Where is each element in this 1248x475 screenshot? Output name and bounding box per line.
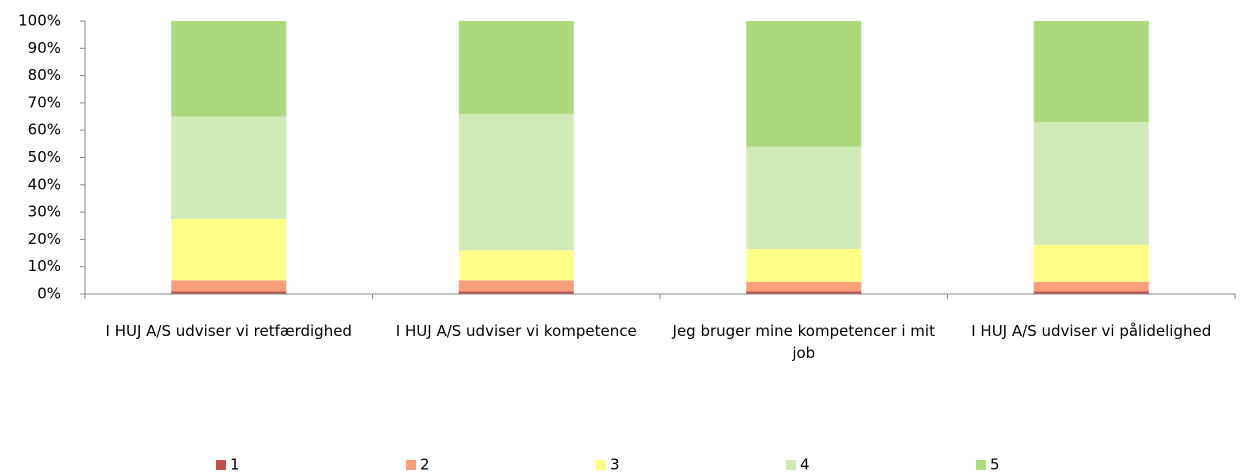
legend-label: 4 (800, 456, 810, 474)
bar-segment (171, 116, 287, 219)
legend-swatch (786, 460, 796, 470)
x-tick-label: Jeg bruger mine kompetencer i mit job (672, 322, 935, 362)
bar-segment (458, 21, 574, 114)
y-tick-label: 100% (18, 12, 61, 30)
bar-segment (1033, 291, 1149, 294)
y-tick-label: 30% (28, 203, 61, 221)
bar-segment (171, 21, 287, 117)
bar-segment (1033, 122, 1149, 245)
y-tick-label: 10% (28, 257, 61, 275)
bar-segment (458, 250, 574, 281)
y-tick-label: 40% (28, 175, 61, 193)
bar-segment (458, 291, 574, 294)
y-tick-label: 90% (28, 39, 61, 57)
legend-label: 2 (420, 456, 430, 474)
bar-segment (171, 280, 287, 292)
bar-segment (171, 291, 287, 294)
legend-label: 3 (610, 456, 620, 474)
legend-swatch (216, 460, 226, 470)
bar-segment (171, 218, 287, 281)
y-tick-label: 70% (28, 93, 61, 111)
bar-segment (746, 146, 862, 249)
legend-swatch (406, 460, 416, 470)
y-tick-label: 0% (37, 285, 61, 303)
bar-segment (458, 280, 574, 292)
x-tick-label: I HUJ A/S udviser vi retfærdighed (105, 322, 352, 340)
legend-label: 5 (990, 456, 1000, 474)
bar-segment (746, 281, 862, 292)
legend-swatch (596, 460, 606, 470)
bar-segment (1033, 21, 1149, 123)
bar-segment (746, 21, 862, 147)
y-tick-label: 20% (28, 230, 61, 248)
bar-segment (1033, 244, 1149, 282)
bar-segment (1033, 281, 1149, 292)
bar-segment (746, 291, 862, 294)
bar-segment (746, 248, 862, 282)
y-tick-label: 60% (28, 121, 61, 139)
legend-swatch (976, 460, 986, 470)
y-tick-label: 50% (28, 148, 61, 166)
legend-label: 1 (230, 456, 240, 474)
x-tick-label: I HUJ A/S udviser vi kompetence (395, 322, 637, 340)
y-tick-label: 80% (28, 66, 61, 84)
x-tick-label: I HUJ A/S udviser vi pålidelighed (971, 322, 1212, 340)
bar-segment (458, 113, 574, 251)
